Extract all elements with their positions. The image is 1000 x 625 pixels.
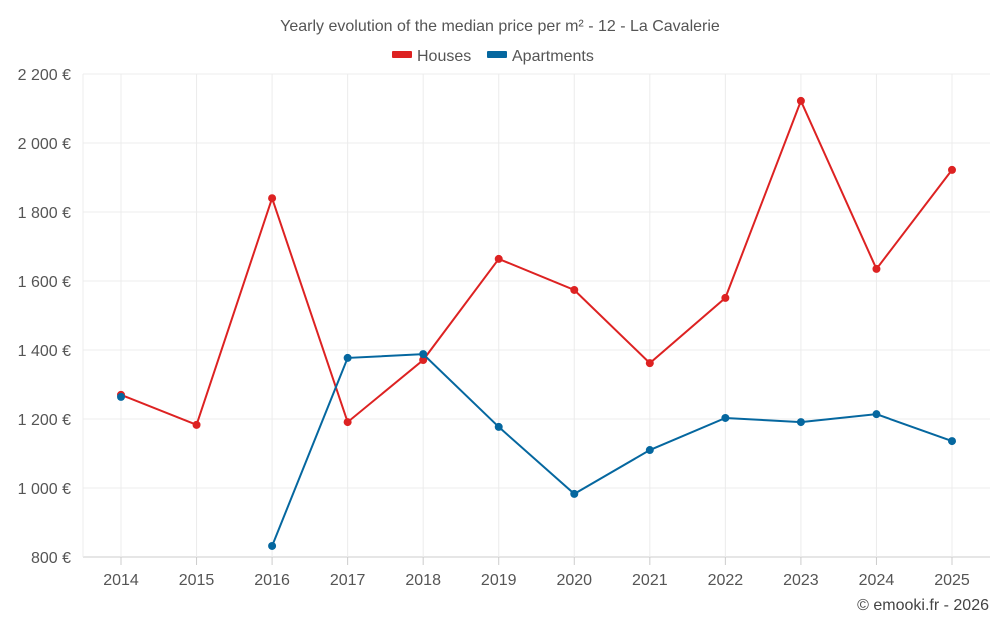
series-line: [120, 98, 953, 427]
x-tick-label: 2020: [556, 572, 592, 589]
legend-item-apartments[interactable]: Apartments: [487, 48, 594, 65]
x-tick-label: 2024: [859, 572, 895, 589]
series-houses: [117, 96, 956, 429]
x-tick-label: 2019: [481, 572, 517, 589]
legend-item-houses[interactable]: Houses: [392, 48, 471, 65]
data-point-2021[interactable]: [645, 446, 654, 455]
data-point-2019[interactable]: [494, 422, 503, 431]
y-tick-label: 2 200 €: [18, 67, 71, 84]
data-point-2020[interactable]: [570, 489, 579, 498]
y-tick-label: 1 800 €: [18, 205, 71, 222]
x-axis: 2014 2015 2016 2017 2018 2019 2020 2021 2022 2023…: [103, 557, 970, 589]
data-point-2017[interactable]: [343, 418, 352, 427]
x-tick-label: 2022: [708, 572, 744, 589]
y-tick-label: 2 000 €: [18, 136, 71, 153]
x-tick-label: 2015: [179, 572, 215, 589]
data-point-2018[interactable]: [419, 350, 428, 359]
y-tick-label: 1 600 €: [18, 274, 71, 291]
y-tick-label: 800 €: [31, 550, 71, 567]
data-point-2014[interactable]: [117, 392, 125, 401]
credit: © emooki.fr - 2026: [857, 597, 989, 614]
data-point-2019[interactable]: [494, 254, 503, 263]
series-layer: [117, 96, 956, 550]
legend-label: Houses: [417, 48, 471, 65]
x-tick-label: 2021: [632, 572, 668, 589]
data-point-2024[interactable]: [872, 264, 881, 273]
data-point-2025[interactable]: [948, 165, 956, 174]
series-apartments: [117, 350, 956, 550]
x-tick-label: 2016: [254, 572, 290, 589]
data-point-2018[interactable]: [419, 356, 428, 365]
y-axis: 800 € 1 000 € 1 200 € 1 400 € 1 600 € 1 800 €…: [18, 67, 71, 567]
data-point-2016[interactable]: [268, 194, 277, 203]
y-tick-label: 1 200 €: [18, 412, 71, 429]
data-point-2025[interactable]: [948, 437, 956, 446]
y-tick-label: 1 400 €: [18, 343, 71, 360]
legend: Houses Apartments: [392, 48, 594, 65]
legend-swatch: [392, 51, 412, 58]
data-point-2024[interactable]: [872, 410, 881, 419]
x-tick-label: 2017: [330, 572, 366, 589]
data-point-2021[interactable]: [645, 359, 654, 368]
data-point-2023[interactable]: [796, 96, 805, 105]
chart-title: Yearly evolution of the median price per…: [280, 18, 720, 35]
data-point-2022[interactable]: [721, 413, 730, 422]
data-point-2020[interactable]: [570, 285, 579, 294]
x-tick-label: 2014: [103, 572, 139, 589]
data-point-2016[interactable]: [268, 541, 277, 550]
y-tick-label: 1 000 €: [18, 481, 71, 498]
data-point-2015[interactable]: [192, 420, 201, 429]
data-point-2022[interactable]: [721, 293, 730, 302]
series-line: [271, 353, 953, 547]
legend-swatch: [487, 51, 507, 58]
x-tick-label: 2023: [783, 572, 819, 589]
legend-label: Apartments: [512, 48, 594, 65]
data-point-2023[interactable]: [796, 418, 805, 427]
grid: [82, 73, 990, 558]
x-tick-label: 2018: [405, 572, 441, 589]
data-point-2017[interactable]: [343, 353, 352, 362]
x-tick-label: 2025: [934, 572, 970, 589]
